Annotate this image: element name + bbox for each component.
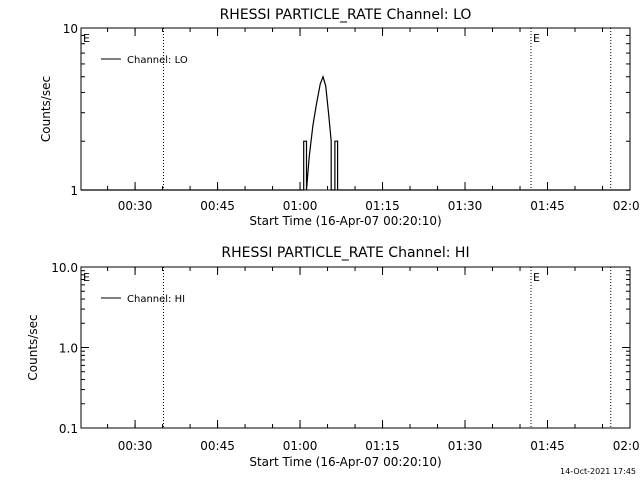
legend-entry: Channel: LO (127, 55, 188, 66)
event-marker-label: E (83, 271, 90, 284)
x-tick-label: 00:45 (200, 199, 235, 213)
x-tick-label: 02:00 (613, 199, 640, 213)
x-tick-label: 01:15 (365, 199, 400, 213)
x-tick-label: 01:45 (530, 199, 565, 213)
x-tick-label: 01:00 (283, 439, 318, 453)
y-tick-label: 1.0 (59, 342, 78, 356)
chart-panel-hi: RHESSI PARTICLE_RATE Channel: HI 0.1 1.0 10… (26, 245, 640, 469)
chart-title: RHESSI PARTICLE_RATE Channel: LO (220, 7, 472, 23)
x-tick-label: 01:30 (448, 439, 483, 453)
y-tick-label: 0.1 (59, 422, 78, 436)
x-tick-label: 00:30 (118, 199, 153, 213)
chart-title: RHESSI PARTICLE_RATE Channel: HI (221, 245, 469, 261)
event-marker-label: E (533, 271, 540, 284)
x-tick-label: 02:00 (613, 439, 640, 453)
series-line (81, 74, 630, 191)
x-axis-label: Start Time (16-Apr-07 00:20:10) (249, 455, 441, 469)
x-tick-label: 01:45 (530, 439, 565, 453)
x-tick-label: 01:30 (448, 199, 483, 213)
timestamp-footer: 14-Oct-2021 17:45 (560, 467, 636, 476)
y-tick-label: 10.0 (51, 261, 78, 275)
chart-panel-lo: RHESSI PARTICLE_RATE Channel: LO 1 10 00:30… (39, 7, 640, 228)
y-axis-label: Counts/sec (26, 314, 40, 380)
legend-entry: Channel: HI (127, 294, 185, 305)
event-marker-label: E (533, 32, 540, 45)
y-axis-label: Counts/sec (39, 76, 53, 142)
x-tick-label: 00:30 (118, 439, 153, 453)
y-tick-label: 1 (70, 184, 78, 198)
x-tick-label: 01:15 (365, 439, 400, 453)
event-marker-label: E (83, 32, 90, 45)
y-tick-label: 10 (63, 22, 78, 36)
x-axis-label: Start Time (16-Apr-07 00:20:10) (249, 214, 441, 228)
x-tick-label: 01:00 (283, 199, 318, 213)
x-tick-label: 00:45 (200, 439, 235, 453)
